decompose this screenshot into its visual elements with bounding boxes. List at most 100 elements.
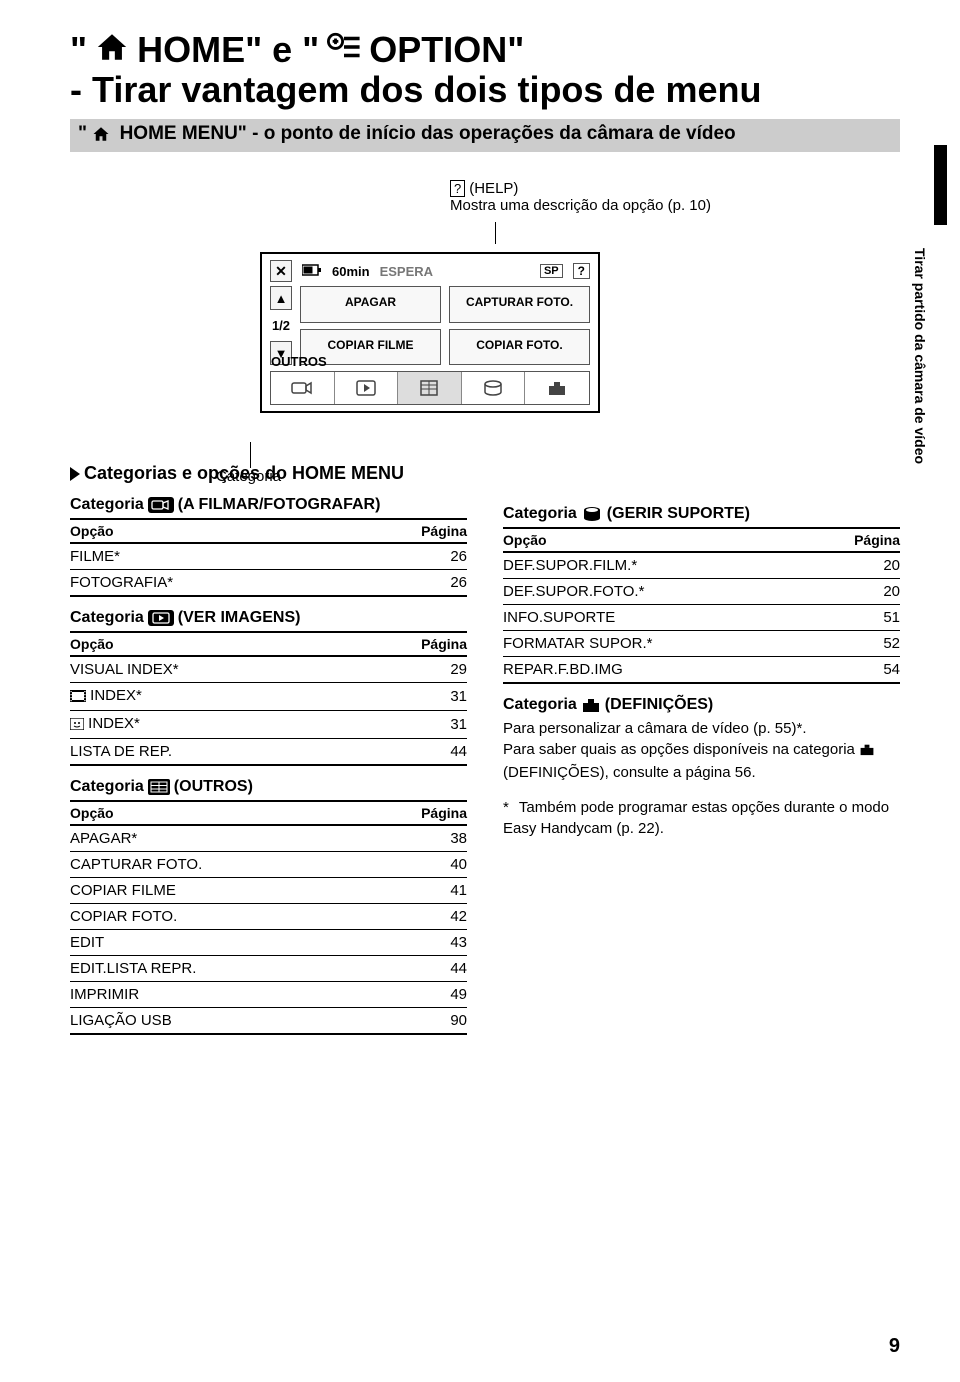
opt-cell: CAPTURAR FOTO. [70,852,407,878]
page-cell: 41 [407,878,467,904]
page-cell: 52 [840,631,900,657]
table-gerir-suporte: OpçãoPágina DEF.SUPOR.FILM.*20 DEF.SUPOR… [503,527,900,684]
page-cell: 38 [407,825,467,852]
left-column: Categorias e opções do HOME MENU Categor… [70,463,467,1035]
page-cell: 40 [407,852,467,878]
face-icon [70,717,84,734]
table-filmar: OpçãoPágina FILME*26 FOTOGRAFIA*26 [70,518,467,597]
home-icon-small [92,126,115,147]
title-home-word: HOME" e " [137,30,319,70]
option-icon [327,32,361,62]
ss-help-icon: ? [573,263,590,279]
page-cell: 49 [407,982,467,1008]
section-heading-quote: " [78,123,87,144]
cat-name: (VER IMAGENS) [178,609,301,627]
page-cell: 26 [407,543,467,570]
page-cell: 44 [407,739,467,766]
page-cell: 54 [840,657,900,684]
opt-cell: FILME* [70,543,407,570]
th-page: Página [407,632,467,656]
ss-tab-manage-icon [462,372,526,404]
home-icon [95,32,129,62]
ss-mode-text: SP [540,264,563,278]
page-number: 9 [889,1335,900,1358]
title-subtitle: - Tirar vantagem dos dois tipos de menu [70,70,900,110]
ss-tab-others-icon [398,372,462,404]
play-category-icon [148,610,174,626]
definicoes-body2: Para saber quais as opções disponíveis n… [503,739,900,783]
ss-bottom-label: OUTROS [271,354,327,369]
ss-battery-icon [302,264,322,279]
ss-page-text: 1/2 [272,318,290,333]
opt-cell: LIGAÇÃO USB [70,1008,407,1035]
th-opt: Opção [503,528,840,552]
th-page: Página [840,528,900,552]
opt-cell: EDIT.LISTA REPR. [70,956,407,982]
section-heading: " HOME MENU" - o ponto de início das ope… [70,119,900,152]
pointer-category-line [250,442,251,468]
categoria-label: Categoria [216,468,281,485]
opt-cell: FOTOGRAFIA* [70,570,407,597]
side-vertical-text: Tirar partido da câmara de vídeo [912,248,928,464]
opt-cell: REPAR.F.BD.IMG [503,657,840,684]
ss-tab-record-icon [271,372,335,404]
others-category-icon [148,779,170,795]
opt-text: INDEX* [88,715,140,732]
page-cell: 51 [840,605,900,631]
manage-media-category-icon [581,506,603,522]
footnote: * Também pode programar estas opções dur… [503,797,900,839]
th-opt: Opção [70,519,407,543]
help-label: (HELP) [469,180,518,197]
help-desc: Mostra uma descrição da opção (p. 10) [450,197,711,214]
opt-cell: LISTA DE REP. [70,739,407,766]
page-cell: 90 [407,1008,467,1035]
table-ver-imagens: OpçãoPágina VISUAL INDEX*29 INDEX* 31 IN… [70,631,467,766]
cat-name: (DEFINIÇÕES) [605,696,713,714]
filmstrip-icon [70,689,86,706]
ss-status-text: ESPERA [380,264,433,279]
opt-cell: INDEX* [70,711,407,739]
th-page: Página [407,519,467,543]
opt-cell: COPIAR FOTO. [70,904,407,930]
ss-button-grid: APAGAR CAPTURAR FOTO. COPIAR FILME COPIA… [300,286,590,365]
ss-tab-play-icon [335,372,399,404]
th-page: Página [407,801,467,825]
cat-prefix: Categoria [503,505,577,523]
cat-prefix: Categoria [70,609,144,627]
ss-button: APAGAR [300,286,441,323]
lcd-screenshot: ✕ 60min ESPERA SP ? ▲ 1/2 ▼ APAGAR CAPTU… [260,252,600,413]
title-option-word: OPTION" [369,30,524,70]
page-cell: 43 [407,930,467,956]
opt-cell: FORMATAR SUPOR.* [503,631,840,657]
cat-name: (OUTROS) [174,778,253,796]
settings-category-icon [581,697,601,713]
side-tab-marker [934,145,947,225]
right-column: Categoria (GERIR SUPORTE) OpçãoPágina DE… [503,463,900,1035]
cat-heading-definicoes: Categoria (DEFINIÇÕES) [503,696,900,714]
page-cell: 20 [840,579,900,605]
ss-close-icon: ✕ [270,260,292,282]
cat-name: (A FILMAR/FOTOGRAFAR) [178,496,381,514]
cat-name: (GERIR SUPORTE) [607,505,750,523]
help-callout: ? (HELP) Mostra uma descrição da opção (… [450,180,711,214]
quote-open: " [70,30,87,70]
record-category-icon [148,497,174,513]
ss-statusbar: ✕ 60min ESPERA SP ? [262,254,598,284]
definicoes-body2b: (DEFINIÇÕES), consulte a página 56. [503,764,756,781]
ss-up-arrow-icon: ▲ [270,286,292,310]
cat-prefix: Categoria [70,778,144,796]
opt-cell: COPIAR FILME [70,878,407,904]
section-heading-text: HOME MENU" - o ponto de início das opera… [120,123,736,144]
settings-inline-icon [859,741,875,762]
opt-cell: DEF.SUPOR.FILM.* [503,552,840,579]
ss-tab-settings-icon [525,372,589,404]
opt-cell: APAGAR* [70,825,407,852]
opt-text: INDEX* [90,687,142,704]
opt-cell: VISUAL INDEX* [70,656,407,683]
caret-icon [70,467,80,481]
cat-heading-outros: Categoria (OUTROS) [70,778,467,796]
ss-bottom-tabs: OUTROS [270,371,590,405]
table-outros: OpçãoPágina APAGAR*38 CAPTURAR FOTO.40 C… [70,800,467,1035]
page-cell: 42 [407,904,467,930]
page-cell: 44 [407,956,467,982]
